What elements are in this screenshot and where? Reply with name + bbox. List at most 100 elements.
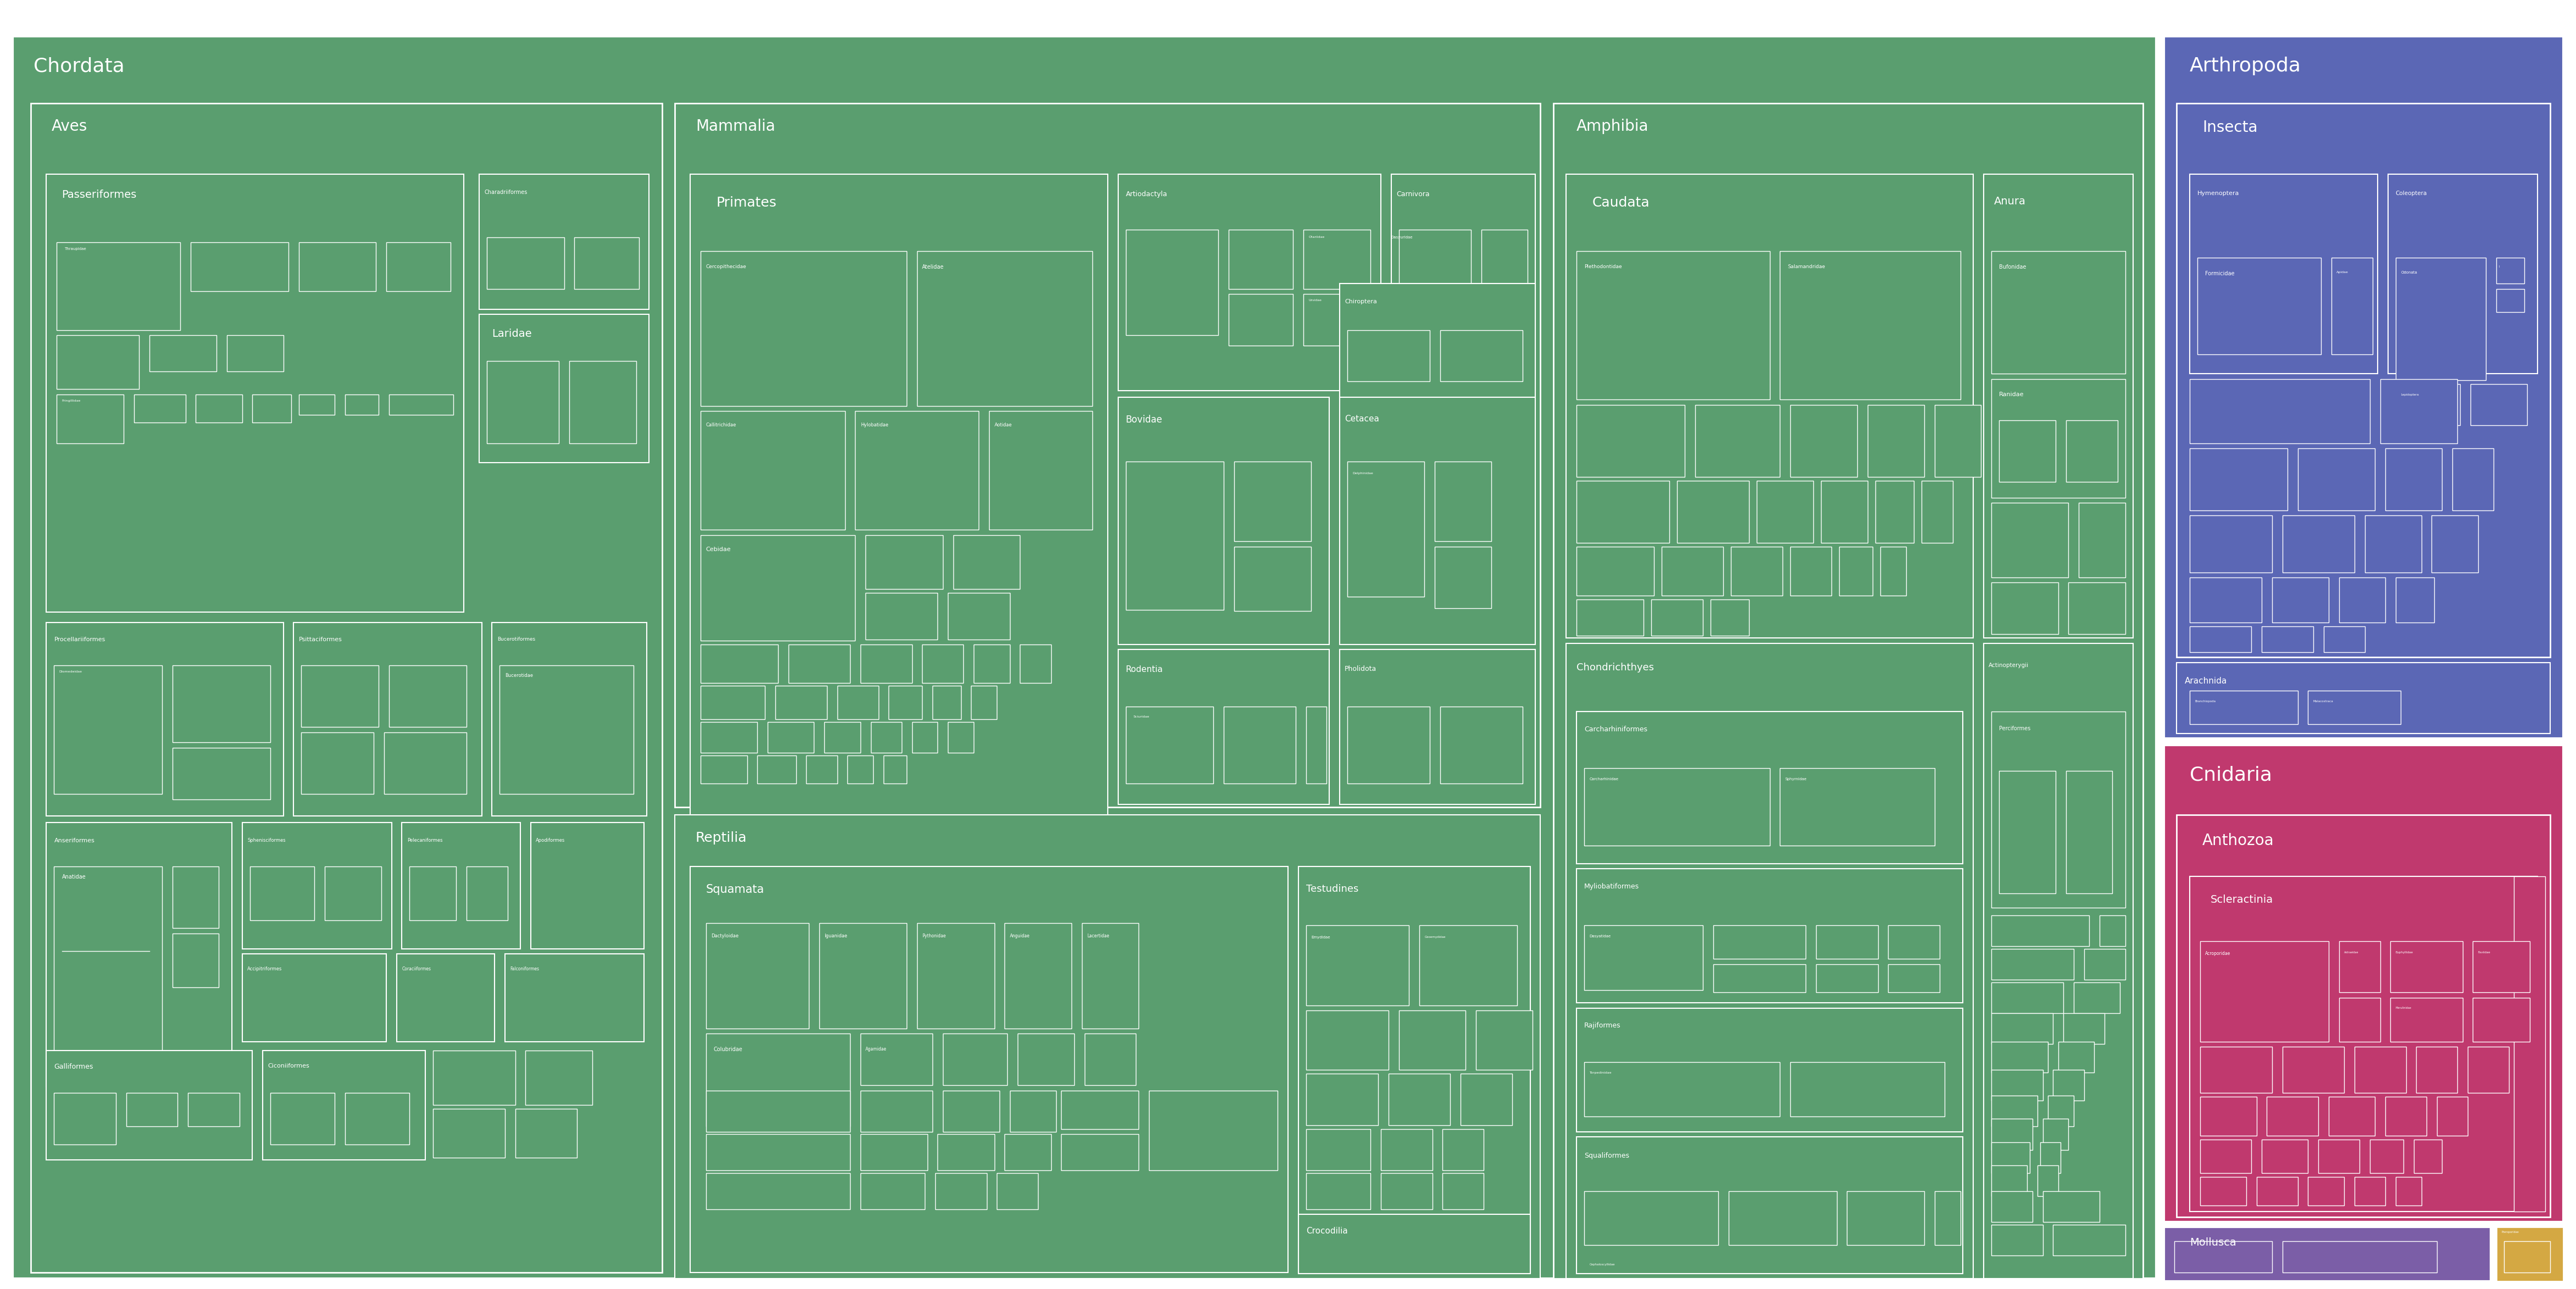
Bar (922, 644, 963, 683)
Bar (386, 242, 451, 291)
Bar (2370, 1139, 2403, 1173)
Bar (871, 722, 902, 753)
Bar (860, 1090, 933, 1132)
Text: Sphyrnidae: Sphyrnidae (1785, 777, 1806, 781)
Text: Hymenoptera: Hymenoptera (2197, 191, 2239, 196)
Text: Agamidae: Agamidae (866, 1047, 886, 1052)
Bar (1713, 964, 1806, 993)
Bar (1991, 1042, 2048, 1072)
Bar (1999, 771, 2056, 893)
Bar (173, 933, 219, 987)
Bar (2380, 379, 2458, 443)
Bar (2496, 258, 2524, 284)
Bar (1481, 294, 1528, 335)
Text: Formicidae: Formicidae (2205, 271, 2233, 276)
Bar (1566, 174, 1973, 638)
Text: Apodiformes: Apodiformes (536, 838, 564, 843)
Bar (1340, 284, 1535, 397)
Bar (2282, 1241, 2437, 1272)
Bar (2504, 1241, 2550, 1272)
Text: Reptilia: Reptilia (696, 831, 747, 844)
Bar (1922, 481, 1953, 543)
Text: Dasyatidae: Dasyatidae (1589, 935, 1610, 938)
Bar (948, 722, 974, 753)
Bar (2473, 998, 2530, 1042)
Bar (242, 954, 386, 1042)
Bar (54, 866, 162, 1057)
Text: Bucerotidae: Bucerotidae (505, 673, 533, 678)
Text: Callitrichidae: Callitrichidae (706, 423, 737, 428)
Bar (57, 242, 180, 330)
Text: Anthozoa: Anthozoa (2202, 833, 2275, 848)
Bar (706, 1034, 850, 1127)
Text: Emydidae: Emydidae (1311, 936, 1329, 940)
Text: Arachnida: Arachnida (2184, 677, 2226, 684)
Bar (2164, 36, 2563, 739)
Bar (2200, 1139, 2251, 1173)
Bar (526, 1051, 592, 1105)
Bar (57, 335, 139, 389)
Bar (2084, 949, 2125, 980)
Bar (1991, 251, 2125, 374)
Bar (1584, 1191, 1718, 1245)
Bar (1888, 964, 1940, 993)
Bar (1880, 547, 1906, 596)
Bar (943, 1034, 1007, 1085)
Text: Cebidae: Cebidae (706, 547, 732, 552)
Bar (701, 644, 778, 683)
Bar (2079, 503, 2125, 577)
Bar (2388, 174, 2537, 374)
Bar (2200, 1097, 2257, 1136)
Bar (188, 1093, 240, 1127)
Bar (1821, 481, 1868, 543)
Bar (2354, 1177, 2385, 1205)
Text: Rajiformes: Rajiformes (1584, 1022, 1620, 1030)
Text: Crocodilia: Crocodilia (1306, 1227, 1347, 1235)
Bar (1991, 1070, 2043, 1101)
Bar (1061, 1134, 1139, 1170)
Text: Insecta: Insecta (2202, 120, 2257, 135)
Bar (1577, 599, 1643, 635)
Bar (1577, 869, 1963, 1003)
Text: Coraciiformes: Coraciiformes (402, 967, 430, 972)
Bar (2282, 516, 2354, 572)
Bar (263, 1051, 425, 1160)
Bar (2063, 1013, 2105, 1044)
Bar (1662, 547, 1723, 596)
Text: Astraeidae: Astraeidae (2344, 951, 2360, 954)
Text: Fringillidae: Fringillidae (62, 400, 80, 402)
Text: Iguanidae: Iguanidae (824, 933, 848, 938)
Bar (1340, 650, 1535, 804)
Text: Faviidae: Faviidae (2478, 951, 2491, 954)
Bar (1566, 643, 1973, 1279)
Bar (2190, 449, 2287, 510)
Bar (1347, 330, 1430, 382)
Bar (2339, 998, 2380, 1042)
Bar (1991, 1096, 2038, 1127)
Bar (917, 923, 994, 1029)
Bar (1082, 923, 1139, 1029)
Bar (1306, 1074, 1378, 1125)
Bar (1935, 1191, 1960, 1245)
Bar (1847, 1191, 1924, 1245)
Bar (860, 1034, 933, 1085)
Bar (1584, 768, 1770, 846)
Bar (837, 686, 878, 719)
Bar (2069, 583, 2125, 634)
Bar (860, 1134, 927, 1170)
Bar (1435, 547, 1492, 608)
Bar (569, 361, 636, 443)
Text: Perciformes: Perciformes (1999, 726, 2030, 731)
Bar (701, 722, 757, 753)
Text: Mammalia: Mammalia (696, 119, 775, 134)
Bar (2324, 626, 2365, 652)
Bar (1713, 926, 1806, 959)
Bar (1381, 1173, 1432, 1209)
Text: Lacertidae: Lacertidae (1087, 933, 1110, 938)
Text: Cnidaria: Cnidaria (2190, 766, 2272, 784)
Bar (2262, 1139, 2308, 1173)
Bar (2177, 815, 2550, 1217)
Bar (1991, 1165, 2027, 1196)
Bar (325, 866, 381, 920)
Text: Branchiopoda: Branchiopoda (2195, 700, 2215, 703)
